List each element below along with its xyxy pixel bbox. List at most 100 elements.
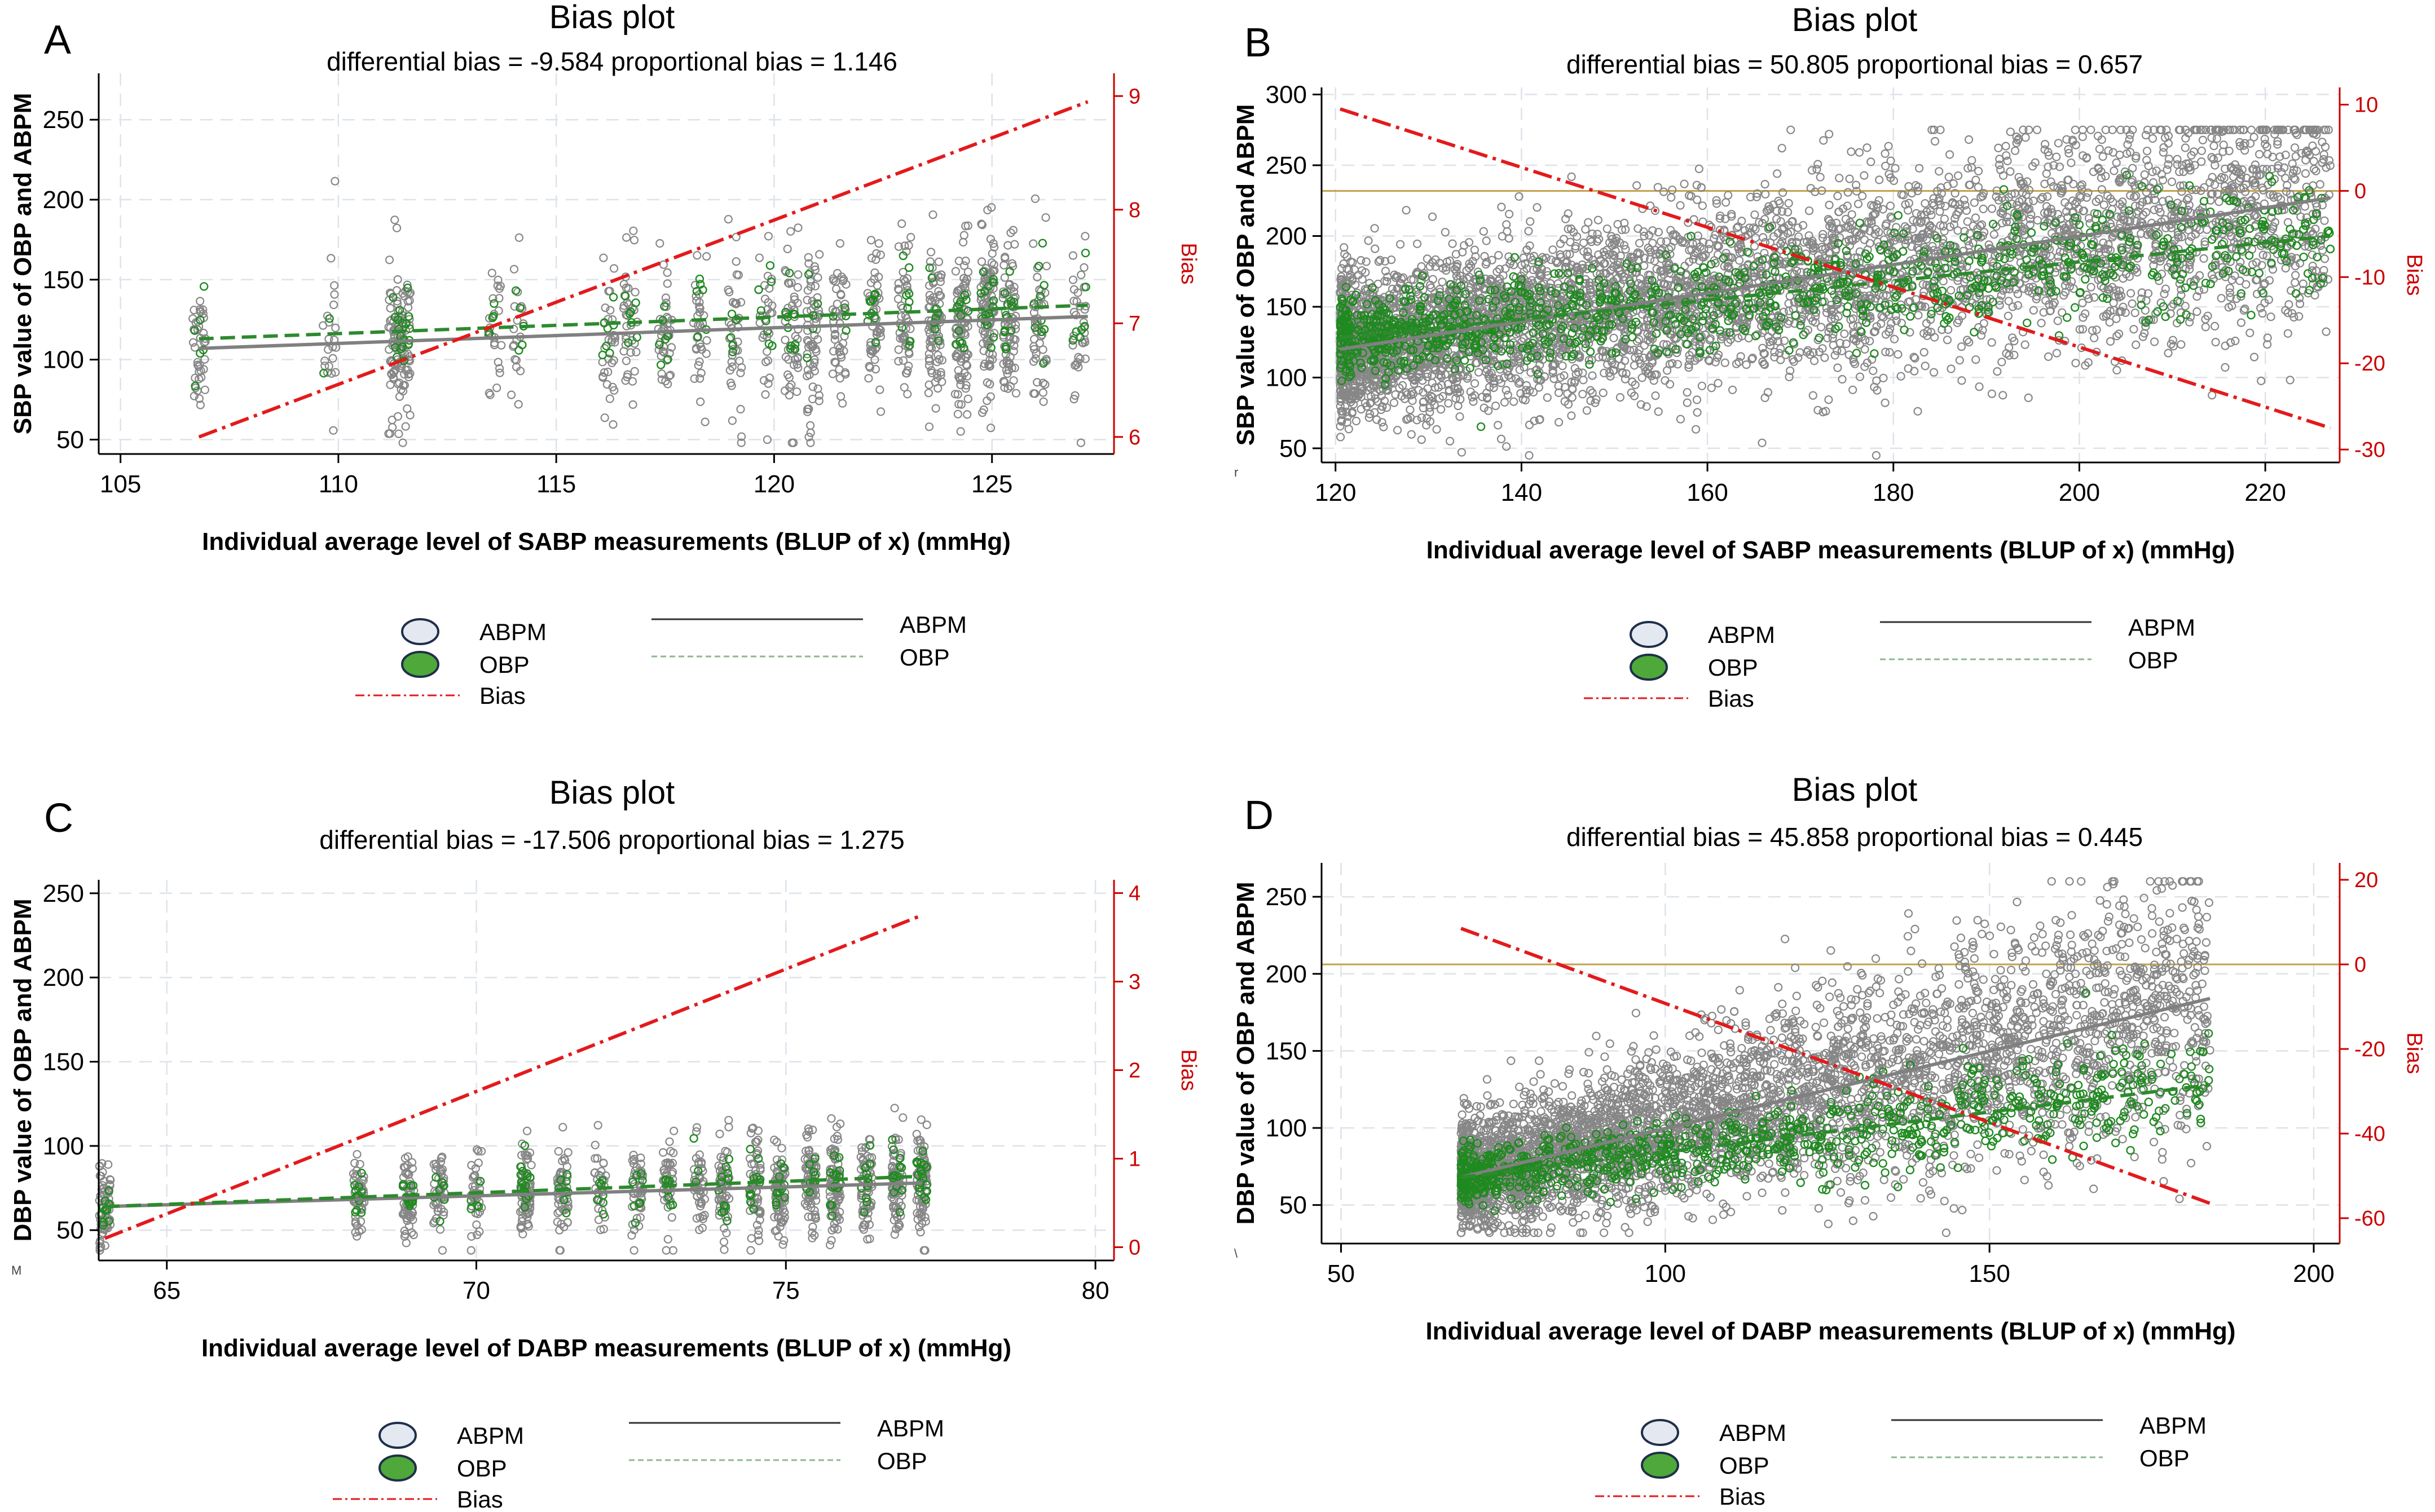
abpm-point — [2071, 359, 2080, 368]
abpm-point — [1692, 395, 1702, 404]
abpm-point — [696, 342, 705, 351]
abpm-point — [2251, 192, 2260, 201]
abpm-point — [2186, 312, 2195, 321]
abpm-point — [1720, 358, 1729, 367]
obp-point — [756, 306, 766, 315]
abpm-point — [513, 288, 522, 297]
obp-point — [395, 306, 404, 315]
abpm-point — [1650, 206, 1660, 215]
abpm-point — [1727, 239, 1736, 248]
abpm-point — [1962, 275, 1971, 284]
abpm-point — [999, 377, 1008, 386]
abpm-point — [405, 356, 414, 365]
abpm-point — [835, 347, 844, 356]
abpm-point — [1009, 226, 1018, 235]
abpm-point — [2090, 293, 2099, 302]
abpm-point — [2185, 237, 2194, 246]
abpm-point — [1651, 391, 1660, 400]
abpm-point — [1647, 372, 1656, 381]
abpm-point — [2132, 340, 2141, 350]
abpm-point — [728, 298, 738, 307]
abpm-point — [1377, 402, 1387, 411]
abpm-point — [1710, 234, 1719, 243]
obp-fit-line — [199, 303, 1088, 341]
abpm-point — [1910, 354, 1919, 363]
abpm-point — [1039, 397, 1048, 406]
obp-point — [698, 285, 707, 294]
abpm-point — [2141, 306, 2150, 315]
abpm-point — [1935, 167, 1944, 176]
abpm-point — [601, 303, 610, 312]
abpm-point — [667, 343, 676, 352]
abpm-point — [1357, 256, 1366, 265]
abpm-point — [808, 394, 817, 404]
abpm-point — [622, 233, 631, 242]
abpm-point — [787, 438, 796, 447]
abpm-point — [1455, 387, 1464, 396]
abpm-point — [2320, 142, 2330, 152]
abpm-point — [988, 267, 997, 276]
abpm-point — [835, 343, 845, 352]
abpm-point — [2301, 156, 2310, 165]
abpm-point — [1818, 230, 1828, 239]
abpm-point — [1035, 338, 1044, 348]
abpm-point — [1000, 273, 1009, 282]
abpm-point — [1753, 189, 1762, 198]
abpm-point — [2262, 340, 2272, 349]
abpm-point — [1597, 346, 1606, 355]
obp-point — [989, 277, 998, 287]
abpm-point — [1995, 301, 2004, 310]
abpm-point — [805, 421, 815, 430]
abpm-point — [986, 235, 996, 244]
abpm-point — [1006, 228, 1015, 237]
abpm-point — [697, 368, 706, 378]
abpm-point — [1830, 351, 1839, 360]
abpm-point — [1479, 227, 1488, 236]
abpm-point — [329, 426, 338, 435]
x-tick-label: 120 — [754, 470, 795, 498]
abpm-point — [937, 377, 946, 386]
abpm-point — [1974, 183, 1983, 192]
abpm-point — [2319, 125, 2328, 134]
abpm-point — [931, 404, 940, 413]
abpm-point — [989, 243, 999, 252]
abpm-point — [1724, 191, 1733, 200]
abpm-point — [2168, 336, 2177, 345]
obp-point — [656, 360, 666, 369]
obp-point — [620, 292, 630, 301]
abpm-point — [1711, 358, 1720, 367]
legend-obp-marker — [401, 651, 439, 678]
abpm-point — [2245, 328, 2255, 337]
abpm-point — [1069, 285, 1079, 294]
abpm-point — [385, 255, 394, 265]
abpm-point — [1823, 333, 1832, 343]
obp-point — [866, 297, 875, 306]
abpm-point — [1554, 388, 1564, 398]
abpm-point — [924, 422, 934, 431]
abpm-point — [936, 270, 946, 279]
abpm-point — [763, 356, 773, 365]
abpm-point — [600, 413, 609, 422]
abpm-point — [193, 358, 202, 367]
abpm-point — [979, 405, 988, 415]
abpm-point — [200, 355, 209, 364]
abpm-point — [737, 363, 746, 372]
obp-point — [511, 286, 521, 295]
abpm-point — [2291, 271, 2300, 280]
abpm-point — [900, 241, 909, 250]
obp-point — [905, 337, 915, 346]
abpm-point — [999, 287, 1008, 296]
abpm-point — [2142, 147, 2152, 156]
abpm-point — [2112, 332, 2121, 341]
y-tick-label: 50 — [56, 426, 84, 453]
abpm-point — [897, 219, 906, 228]
abpm-point — [1979, 204, 1988, 214]
obp-point — [804, 270, 813, 279]
abpm-point — [1885, 348, 1894, 357]
abpm-point — [1840, 329, 1849, 338]
abpm-point — [2311, 166, 2320, 175]
abpm-point — [1005, 365, 1014, 374]
abpm-point — [1609, 333, 1618, 342]
obp-point — [987, 343, 996, 352]
abpm-point — [1558, 269, 1567, 278]
